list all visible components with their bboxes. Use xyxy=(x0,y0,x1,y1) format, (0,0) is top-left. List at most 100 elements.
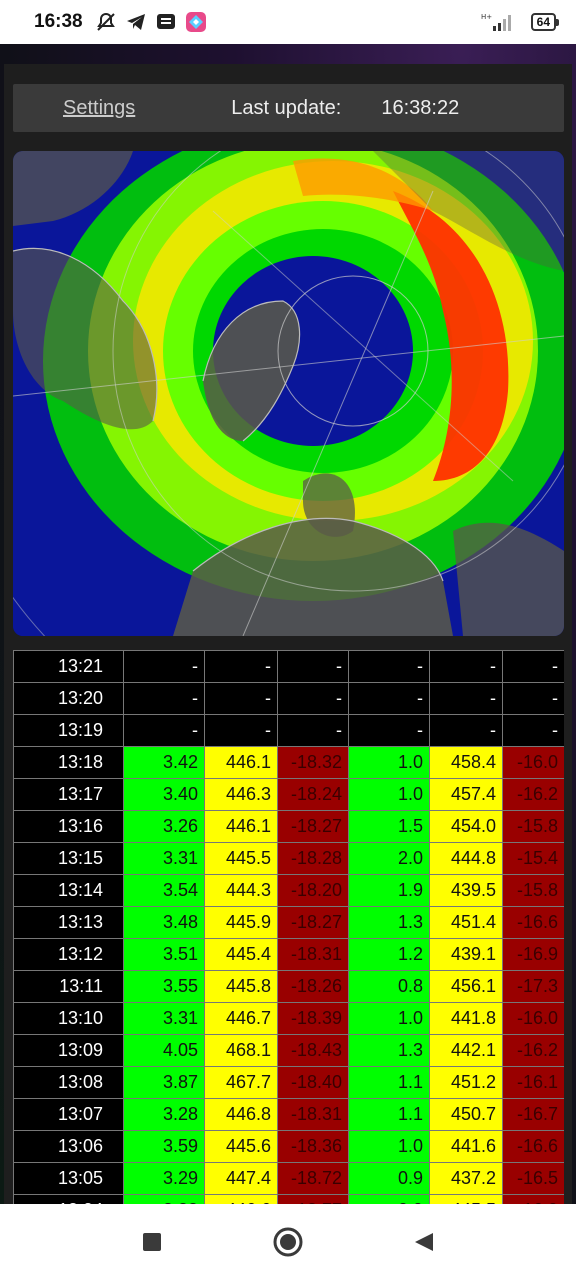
cell-value-1: 3.54 xyxy=(123,874,205,907)
settings-link[interactable]: Settings xyxy=(63,96,136,119)
table-row: 13:06 3.59 445.6 -18.36 1.0 441.6 -16.6 xyxy=(13,1130,564,1163)
cell-time: 13:13 xyxy=(13,906,124,939)
cell-value-5: 442.1 xyxy=(429,1034,503,1067)
cell-value-2: 445.8 xyxy=(204,970,278,1003)
cell-value-3: -18.32 xyxy=(277,746,349,779)
header-bar: Settings Last update: 16:38:22 xyxy=(13,84,564,132)
table-row: 13:17 3.40 446.3 -18.24 1.0 457.4 -16.2 xyxy=(13,778,564,811)
cell-value-2: 468.1 xyxy=(204,1034,278,1067)
table-row: 13:15 3.31 445.5 -18.28 2.0 444.8 -15.4 xyxy=(13,842,564,875)
cell-value-3: -18.31 xyxy=(277,1098,349,1131)
telegram-icon xyxy=(125,11,147,33)
cell-value-1: 4.05 xyxy=(123,1034,205,1067)
data-table: 13:21- - - - - -13:20- - - - - -13:19- - - - - -13:18 3.… xyxy=(13,650,564,1204)
battery-icon: 64 xyxy=(530,13,560,31)
cell-time: 13:09 xyxy=(13,1034,124,1067)
cell-value-4: 1.9 xyxy=(348,874,430,907)
cell-value-1: 3.40 xyxy=(123,778,205,811)
cell-value-5: - xyxy=(429,714,503,747)
home-circle-icon[interactable] xyxy=(268,1222,308,1262)
cell-value-5: 451.4 xyxy=(429,906,503,939)
cell-value-3: -18.27 xyxy=(277,906,349,939)
cell-value-3: -18.24 xyxy=(277,778,349,811)
cell-value-1: 3.33 xyxy=(123,1194,205,1204)
cell-value-2: 445.9 xyxy=(204,906,278,939)
cell-value-5: 444.8 xyxy=(429,842,503,875)
cell-value-3: -18.31 xyxy=(277,938,349,971)
cell-value-5: 441.8 xyxy=(429,1002,503,1035)
cell-value-3: - xyxy=(277,650,349,683)
cell-value-5: 445.5 xyxy=(429,1194,503,1204)
table-row: 13:05 3.29 447.4 -18.72 0.9 437.2 -16.5 xyxy=(13,1162,564,1195)
back-triangle-icon[interactable] xyxy=(404,1222,444,1262)
cell-value-6: -16.7 xyxy=(502,1098,564,1131)
cell-value-2: 445.4 xyxy=(204,938,278,971)
table-row: 13:11 3.55 445.8 -18.26 0.8 456.1 -17.3 xyxy=(13,970,564,1003)
cell-value-6: -16.2 xyxy=(502,778,564,811)
cell-time: 13:07 xyxy=(13,1098,124,1131)
navigation-bar xyxy=(0,1204,576,1280)
cell-value-5: 454.0 xyxy=(429,810,503,843)
cell-value-2: 467.7 xyxy=(204,1066,278,1099)
table-row: 13:10 3.31 446.7 -18.39 1.0 441.8 -16.0 xyxy=(13,1002,564,1035)
cell-value-5: 441.6 xyxy=(429,1130,503,1163)
cell-value-1: 3.55 xyxy=(123,970,205,1003)
table-row: 13:09 4.05 468.1 -18.43 1.3 442.1 -16.2 xyxy=(13,1034,564,1067)
cell-value-5: - xyxy=(429,650,503,683)
cell-value-3: -18.43 xyxy=(277,1034,349,1067)
cell-value-2: 446.1 xyxy=(204,810,278,843)
cell-value-6: -16.0 xyxy=(502,746,564,779)
cell-value-3: -18.27 xyxy=(277,810,349,843)
cell-value-3: -18.36 xyxy=(277,1130,349,1163)
cell-value-5: 456.1 xyxy=(429,970,503,1003)
cell-value-4: - xyxy=(348,682,430,715)
cell-value-3: -18.39 xyxy=(277,1002,349,1035)
cell-time: 13:14 xyxy=(13,874,124,907)
cell-time: 13:21 xyxy=(13,650,124,683)
table-row: 13:19- - - - - - xyxy=(13,714,564,747)
cell-value-1: 3.87 xyxy=(123,1066,205,1099)
cell-value-5: 457.4 xyxy=(429,778,503,811)
cell-value-4: 0.8 xyxy=(348,970,430,1003)
cell-value-6: -17.3 xyxy=(502,970,564,1003)
cell-value-1: 3.59 xyxy=(123,1130,205,1163)
cell-value-3: - xyxy=(277,682,349,715)
aurora-oval-map[interactable] xyxy=(13,151,564,636)
cell-value-1: 3.26 xyxy=(123,810,205,843)
cell-time: 13:20 xyxy=(13,682,124,715)
cell-value-1: 3.29 xyxy=(123,1162,205,1195)
cell-value-3: -18.40 xyxy=(277,1066,349,1099)
cell-value-6: -16.2 xyxy=(502,1034,564,1067)
cell-value-5: - xyxy=(429,682,503,715)
cell-value-2: 446.3 xyxy=(204,778,278,811)
cell-value-1: - xyxy=(123,714,205,747)
table-row: 13:12 3.51 445.4 -18.31 1.2 439.1 -16.9 xyxy=(13,938,564,971)
cell-value-3: -18.28 xyxy=(277,842,349,875)
cell-value-5: 450.7 xyxy=(429,1098,503,1131)
cell-value-6: -16.6 xyxy=(502,1130,564,1163)
cell-value-4: 0.9 xyxy=(348,1194,430,1204)
table-row: 13:20- - - - - - xyxy=(13,682,564,715)
cell-value-4: 2.0 xyxy=(348,842,430,875)
cell-value-3: -18.26 xyxy=(277,970,349,1003)
cell-value-6: -15.8 xyxy=(502,874,564,907)
cell-value-6: -16.1 xyxy=(502,1066,564,1099)
cell-time: 13:15 xyxy=(13,842,124,875)
table-row: 13:21- - - - - - xyxy=(13,650,564,683)
cell-value-3: -18.20 xyxy=(277,874,349,907)
app-icon xyxy=(185,11,207,33)
notifications-off-icon xyxy=(95,11,117,33)
cell-value-2: - xyxy=(204,714,278,747)
table-row: 13:16 3.26 446.1 -18.27 1.5 454.0 -15.8 xyxy=(13,810,564,843)
cell-value-1: 3.28 xyxy=(123,1098,205,1131)
table-row: 13:07 3.28 446.8 -18.31 1.1 450.7 -16.7 xyxy=(13,1098,564,1131)
cell-time: 13:05 xyxy=(13,1162,124,1195)
cell-value-4: 1.2 xyxy=(348,938,430,971)
cell-time: 13:10 xyxy=(13,1002,124,1035)
cell-value-1: 3.42 xyxy=(123,746,205,779)
cell-time: 13:18 xyxy=(13,746,124,779)
recents-square-icon[interactable] xyxy=(132,1222,172,1262)
cell-value-5: 439.1 xyxy=(429,938,503,971)
cell-value-1: - xyxy=(123,650,205,683)
